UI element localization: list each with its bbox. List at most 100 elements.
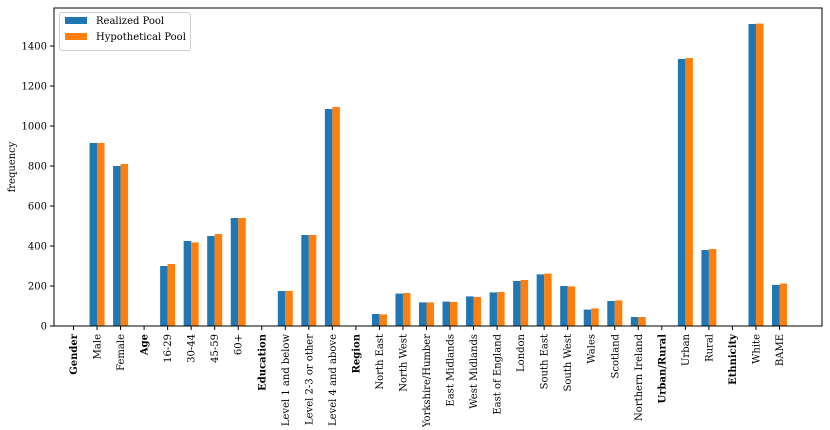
x-category-label: 60+ [234, 334, 245, 355]
x-category-label: Male [93, 334, 104, 359]
series-hypothetical-pool [97, 23, 787, 326]
series-realized-pool [89, 24, 780, 326]
bar-level-4-and-above-realized [324, 109, 333, 326]
bar-female-hypothetical [120, 164, 129, 326]
y-tick-label: 800 [28, 162, 47, 173]
legend-label: Hypothetical Pool [96, 32, 186, 43]
bar-male-hypothetical [97, 143, 105, 326]
bar-north-east-realized [371, 314, 380, 326]
bar-london-realized [513, 281, 521, 326]
bar-rural-hypothetical [708, 249, 717, 326]
bar-south-east-realized [536, 274, 545, 326]
x-category-label: East of England [493, 333, 504, 414]
x-category-label: 30-44 [187, 334, 198, 363]
legend-swatch [65, 33, 87, 40]
bar-east-of-england-hypothetical [497, 292, 505, 326]
x-group-header-label: Region [351, 333, 362, 373]
legend-box [59, 12, 191, 51]
bar-white-realized [748, 24, 756, 326]
bar-level-2-3-or-other-realized [301, 235, 309, 326]
x-category-label: Level 1 and below [281, 334, 292, 427]
bar-urban-hypothetical [685, 58, 693, 326]
y-tick-label: 1000 [22, 122, 47, 133]
bar-60--realized [230, 218, 239, 326]
x-category-label: North East [375, 334, 386, 390]
x-group-header-label: Urban/Rural [657, 334, 668, 404]
bar-urban-realized [677, 59, 686, 326]
bar-east-of-england-realized [489, 292, 498, 326]
bar-northern-ireland-realized [630, 317, 639, 326]
bar-west-midlands-realized [466, 296, 474, 326]
y-tick-label: 1200 [22, 82, 47, 93]
bar-yorkshire-humber-realized [419, 302, 427, 326]
x-category-label: Yorkshire/Humber [422, 334, 433, 428]
bar-level-1-and-below-hypothetical [285, 291, 293, 326]
y-tick-label: 400 [28, 242, 47, 253]
bar-level-4-and-above-hypothetical [332, 107, 340, 326]
bar-east-midlands-hypothetical [450, 302, 458, 326]
x-category-label: Level 2-3 or other [304, 334, 315, 425]
bar-30-44-realized [183, 241, 192, 326]
bar-west-midlands-hypothetical [473, 297, 482, 326]
x-category-label: Urban [681, 333, 692, 366]
bar-north-west-realized [395, 293, 403, 326]
y-tick-label: 200 [28, 282, 47, 293]
x-category-label: 16-29 [163, 334, 174, 363]
x-category-label: South West [563, 334, 574, 391]
bar-london-hypothetical [520, 280, 529, 326]
bar-scotland-hypothetical [614, 300, 623, 326]
y-tick-label: 1400 [22, 42, 47, 53]
x-category-label: North West [398, 334, 409, 392]
bar-white-hypothetical [755, 23, 764, 326]
x-category-label: Rural [704, 334, 715, 362]
x-group-header-label: Education [257, 333, 268, 391]
bar-level-1-and-below-realized [277, 291, 286, 326]
legend-label: Realized Pool [96, 16, 164, 27]
bar-north-west-hypothetical [402, 293, 411, 326]
x-category-label: Wales [587, 334, 598, 364]
bar-south-east-hypothetical [544, 273, 552, 326]
bar-south-west-hypothetical [567, 286, 576, 326]
legend: Realized Pool Hypothetical Pool [59, 12, 191, 51]
y-axis-title: frequency [7, 141, 18, 192]
x-group-header-label: Ethnicity [728, 333, 739, 385]
x-group-header-label: Gender [69, 333, 80, 375]
bar-45-59-hypothetical [214, 234, 223, 326]
x-category-label: South East [540, 334, 551, 389]
bar-16-29-realized [160, 266, 168, 326]
y-tick-label: 0 [41, 322, 47, 333]
bar-scotland-realized [607, 301, 615, 326]
x-category-label: Scotland [610, 333, 621, 378]
bar-northern-ireland-hypothetical [638, 317, 646, 326]
x-category-label: 45-59 [210, 334, 221, 363]
bar-wales-hypothetical [591, 308, 599, 326]
y-tick-label: 600 [28, 202, 47, 213]
bar-east-midlands-realized [442, 301, 451, 326]
x-category-label: East Midlands [446, 334, 457, 407]
bar-male-realized [89, 143, 98, 326]
bar-45-59-realized [207, 236, 215, 326]
x-category-label: West Midlands [469, 334, 480, 409]
plot-area [89, 23, 787, 326]
x-category-label: London [516, 333, 527, 372]
bar-bame-hypothetical [779, 283, 787, 326]
bar-south-west-realized [560, 286, 568, 326]
bar-rural-realized [701, 250, 709, 326]
x-category-label: Northern Ireland [634, 333, 645, 421]
bar-60--hypothetical [238, 218, 246, 326]
bar-wales-realized [583, 309, 592, 326]
bar-16-29-hypothetical [167, 264, 176, 326]
x-category-label: Level 4 and above [328, 334, 339, 426]
x-category-label: Female [116, 334, 127, 371]
bar-30-44-hypothetical [191, 242, 199, 326]
legend-swatch [65, 17, 87, 24]
plot-frame [53, 7, 823, 327]
bar-yorkshire-humber-hypothetical [426, 302, 434, 326]
bar-level-2-3-or-other-hypothetical [308, 235, 317, 326]
y-axis: 0 200 400 600 800 1000 1200 1400 [22, 42, 54, 333]
x-category-label: White [751, 334, 762, 364]
x-category-label: BAME [775, 334, 786, 366]
x-group-header-label: Age [140, 334, 151, 356]
bar-female-realized [113, 166, 121, 326]
